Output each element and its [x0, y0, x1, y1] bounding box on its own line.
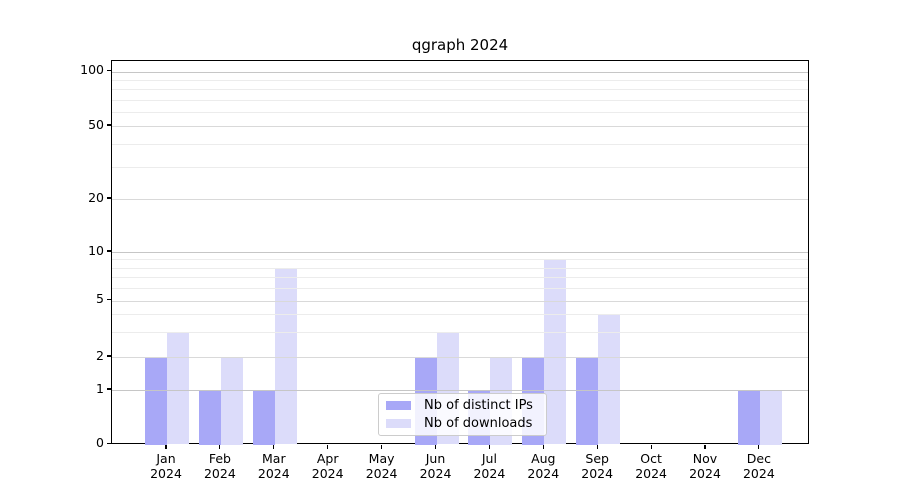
minor-gridline-30	[112, 166, 808, 168]
bar-nb-of-distinct-ips-dec-2024	[737, 390, 760, 445]
x-tick-mark-apr-2024	[327, 444, 329, 449]
bar-nb-of-downloads-feb-2024	[220, 357, 243, 445]
legend-row-downloads: Nb of downloads	[386, 416, 546, 431]
major-gridline-100	[112, 71, 808, 73]
legend-row-distinct-ips: Nb of distinct IPs	[386, 398, 546, 413]
x-tick-mark-jul-2024	[488, 444, 490, 449]
minor-gridline-60	[112, 111, 808, 113]
y-tick-mark-0	[106, 442, 111, 445]
bar-nb-of-distinct-ips-jan-2024	[145, 357, 167, 445]
y-tick-label-2: 2	[96, 347, 104, 363]
x-tick-label-nov-2024: Nov 2024	[689, 451, 721, 481]
x-tick-mark-aug-2024	[542, 444, 544, 449]
x-tick-mark-dec-2024	[758, 444, 760, 449]
y-tick-label-20: 20	[88, 189, 104, 205]
bar-nb-of-distinct-ips-sep-2024	[576, 357, 599, 445]
x-tick-label-jun-2024: Jun 2024	[419, 451, 452, 481]
gridline-50	[112, 126, 808, 127]
bar-nb-of-downloads-aug-2024	[544, 259, 567, 445]
y-tick-label-1: 1	[96, 380, 104, 396]
bar-nb-of-distinct-ips-feb-2024	[198, 390, 221, 445]
bar-nb-of-downloads-mar-2024	[274, 267, 297, 445]
bar-nb-of-downloads-sep-2024	[598, 314, 621, 445]
legend-swatch-distinct-ips-icon	[386, 401, 411, 410]
x-tick-label-oct-2024: Oct 2024	[635, 451, 667, 481]
major-gridline-1	[112, 390, 808, 391]
major-gridline-10	[112, 252, 808, 253]
x-tick-label-apr-2024: Apr 2024	[311, 451, 344, 481]
y-tick-label-5: 5	[96, 291, 104, 306]
minor-gridline-90	[112, 79, 808, 81]
x-tick-mark-jun-2024	[434, 444, 437, 449]
legend-label-distinct-ips: Nb of distinct IPs	[424, 398, 533, 413]
y-tick-mark-1	[106, 388, 111, 390]
plot-area	[111, 60, 809, 445]
x-tick-mark-may-2024	[381, 444, 383, 449]
minor-gridline-80	[112, 89, 808, 91]
minor-gridline-4	[112, 314, 808, 316]
y-tick-label-0: 0	[96, 435, 104, 450]
x-tick-label-sep-2024: Sep 2024	[581, 451, 614, 481]
bar-nb-of-downloads-jan-2024	[167, 331, 189, 445]
x-tick-label-jan-2024: Jan 2024	[150, 451, 182, 481]
minor-gridline-7	[112, 276, 808, 278]
y-tick-label-10: 10	[88, 242, 104, 258]
x-tick-label-jul-2024: Jul 2024	[473, 451, 506, 481]
bar-nb-of-distinct-ips-mar-2024	[252, 390, 275, 445]
minor-gridline-9	[112, 259, 808, 261]
x-tick-label-dec-2024: Dec 2024	[742, 451, 775, 481]
x-tick-label-aug-2024: Aug 2024	[527, 451, 560, 481]
y-tick-mark-10	[106, 250, 111, 252]
minor-gridline-3	[112, 331, 808, 333]
y-tick-label-50: 50	[88, 116, 104, 132]
x-tick-mark-jan-2024	[165, 444, 167, 449]
gridline-2	[112, 357, 808, 358]
gridline-20	[112, 199, 808, 200]
y-tick-mark-5	[106, 298, 111, 301]
y-tick-mark-2	[106, 355, 111, 357]
legend-label-downloads: Nb of downloads	[424, 416, 533, 431]
minor-gridline-40	[112, 143, 808, 145]
y-tick-mark-20	[106, 197, 111, 199]
chart-title: qgraph 2024	[411, 36, 509, 54]
x-tick-mark-feb-2024	[219, 444, 221, 449]
y-tick-label-100: 100	[80, 62, 104, 77]
y-tick-mark-50	[106, 124, 111, 126]
x-tick-label-feb-2024: Feb 2024	[203, 451, 236, 481]
y-tick-mark-100	[106, 69, 111, 72]
legend-swatch-downloads-icon	[386, 419, 411, 428]
minor-gridline-8	[112, 267, 808, 269]
gridline-5	[112, 300, 808, 302]
x-tick-label-may-2024: May 2024	[365, 451, 398, 481]
x-tick-label-mar-2024: Mar 2024	[257, 451, 290, 481]
bar-nb-of-downloads-dec-2024	[759, 390, 782, 445]
x-tick-mark-nov-2024	[704, 444, 706, 449]
x-tick-mark-mar-2024	[273, 444, 275, 449]
x-tick-mark-sep-2024	[596, 444, 598, 449]
x-tick-mark-oct-2024	[650, 444, 652, 449]
legend: Nb of distinct IPs Nb of downloads	[378, 393, 547, 436]
minor-gridline-6	[112, 287, 808, 289]
minor-gridline-70	[112, 99, 808, 101]
